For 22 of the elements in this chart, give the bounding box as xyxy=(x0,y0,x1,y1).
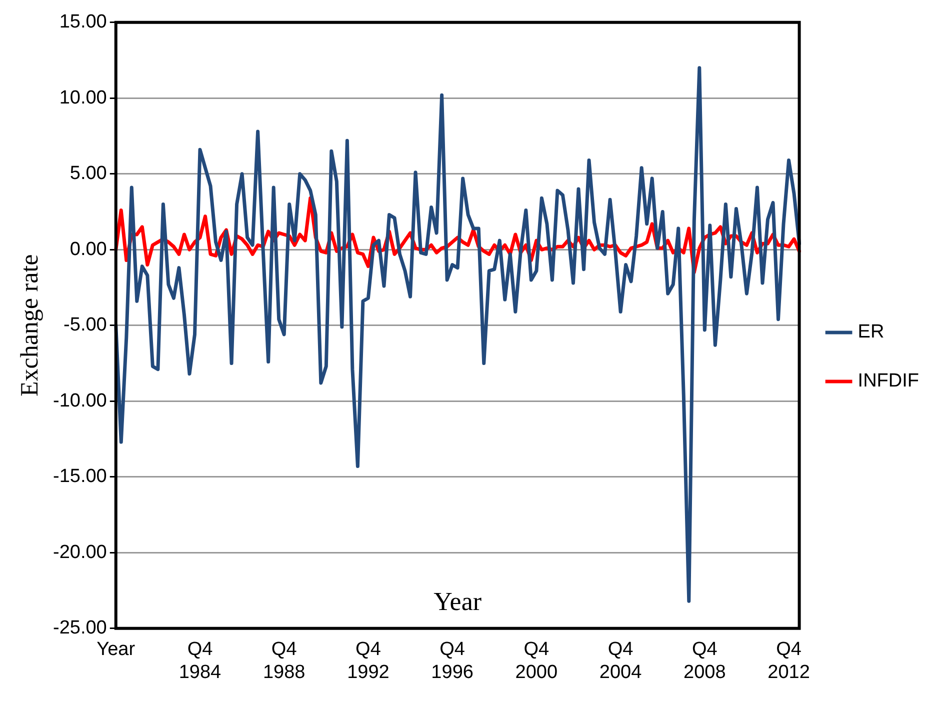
x-axis-title: Year xyxy=(434,587,482,616)
y-tick-label: 15.00 xyxy=(59,12,107,33)
x-tick-label: Q4 1984 xyxy=(178,639,222,683)
x-tick-label: Q4 1996 xyxy=(431,639,474,683)
x-tick-label: Q4 2000 xyxy=(515,639,558,683)
x-tick-label: Q4 1992 xyxy=(347,639,390,683)
y-tick-label: 5.00 xyxy=(70,163,107,184)
y-tick-label: -25.00 xyxy=(53,618,107,639)
y-tick-label: -10.00 xyxy=(53,390,107,412)
legend-label: ER xyxy=(858,322,884,343)
x-tick-label: Q4 2004 xyxy=(599,639,642,683)
x-tick-label: Q4 2008 xyxy=(684,639,726,683)
y-tick-label: -15.00 xyxy=(53,466,107,488)
y-tick-label: -20.00 xyxy=(53,542,107,563)
x-tick-label: Q4 1988 xyxy=(262,639,306,683)
legend-label: INFDIF xyxy=(858,370,920,392)
y-axis-title: Exchange rate xyxy=(16,254,44,397)
y-tick-label: -5.00 xyxy=(64,314,107,336)
x-tick-label: Year xyxy=(96,639,136,660)
x-tick-label: Q4 2012 xyxy=(768,639,810,683)
y-tick-label: 0.00 xyxy=(70,238,107,260)
y-tick-label: 10.00 xyxy=(59,87,107,108)
